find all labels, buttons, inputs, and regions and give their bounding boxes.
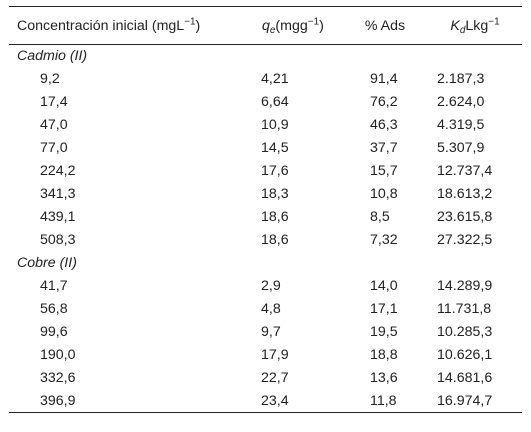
cell-percent-ads: 14,0 [370, 278, 398, 294]
cell-kd: 10.626,1 [437, 347, 493, 363]
cell-kd: 11.731,8 [437, 301, 492, 317]
cell-kd: 5.307,9 [437, 140, 485, 156]
table-row: 439,1 18,6 8,5 23.615,8 [9, 206, 522, 229]
table-row: 47,0 10,9 46,3 4.319,5 [9, 114, 522, 137]
table-row: 9,2 4,21 91,4 2.187,3 [9, 68, 522, 91]
table-row: 224,2 17,6 15,7 12.737,4 [9, 160, 522, 183]
group-label: Cobre (II) [17, 255, 77, 271]
cell-kd: 18.613,2 [437, 186, 493, 202]
group-header-row: Cobre (II) [9, 252, 522, 275]
cell-qe: 14,5 [261, 140, 289, 156]
cell-initial-concentration: 439,1 [40, 209, 76, 225]
cell-percent-ads: 17,1 [370, 301, 398, 317]
cell-kd: 14.289,9 [437, 278, 493, 294]
cell-percent-ads: 11,8 [342, 389, 428, 413]
cell-kd: 4.319,5 [437, 117, 485, 133]
cell-kd: 2.187,3 [437, 71, 485, 87]
table-row: 396,9 23,4 11,8 16.974,7 [9, 389, 522, 413]
table-row: 99,6 9,7 19,5 10.285,3 [9, 321, 522, 344]
cell-initial-concentration: 41,7 [40, 278, 68, 294]
table-row: 41,7 2,9 14,0 14.289,9 [9, 275, 522, 298]
table-row: 17,4 6,64 76,2 2.624,0 [9, 91, 522, 114]
cell-qe: 10,9 [261, 117, 289, 133]
cell-kd: 2.624,0 [437, 94, 485, 110]
cell-percent-ads: 15,7 [370, 163, 398, 179]
table-body: Cadmio (II) 9,2 4,21 91,4 2.187,3 17,4 6,64 76,… [9, 45, 522, 413]
cell-percent-ads: 19,5 [370, 324, 398, 340]
cell-qe: 18,6 [261, 209, 289, 225]
cell-qe: 22,7 [261, 370, 289, 386]
header-row: Concentración inicial (mgL−1) qe(mgg−1) … [9, 6, 522, 45]
group-label: Cadmio (II) [17, 48, 88, 65]
cell-percent-ads: 91,4 [370, 71, 398, 87]
cell-initial-concentration: 56,8 [40, 301, 68, 317]
cell-qe: 18,3 [261, 186, 289, 202]
cell-percent-ads: 18,8 [370, 347, 398, 363]
cell-qe: 23,4 [254, 389, 342, 413]
cell-initial-concentration: 508,3 [40, 232, 76, 248]
header-qe: qe(mgg−1) [254, 6, 342, 45]
cell-initial-concentration: 190,0 [40, 347, 76, 363]
header-percent-ads: % Ads [342, 6, 428, 45]
cell-kd: 12.737,4 [437, 163, 493, 179]
cell-kd: 23.615,8 [437, 209, 493, 225]
cell-percent-ads: 13,6 [370, 370, 398, 386]
cell-initial-concentration: 396,9 [9, 389, 254, 413]
cell-percent-ads: 7,32 [370, 232, 398, 248]
cell-kd: 27.322,5 [437, 232, 493, 248]
cell-kd: 16.974,7 [428, 389, 522, 413]
cell-qe: 4,21 [261, 71, 289, 87]
cell-qe: 17,9 [261, 347, 289, 363]
table-row: 332,6 22,7 13,6 14.681,6 [9, 367, 522, 390]
table-row: 77,0 14,5 37,7 5.307,9 [9, 137, 522, 160]
cell-initial-concentration: 341,3 [40, 186, 76, 202]
cell-initial-concentration: 224,2 [40, 163, 76, 179]
header-initial-concentration: Concentración inicial (mgL−1) [9, 6, 254, 45]
cell-qe: 17,6 [261, 163, 289, 179]
table-row: 341,3 18,3 10,8 18.613,2 [9, 183, 522, 206]
header-kd: KdLkg−1 [428, 6, 522, 45]
table-row: 56,8 4,8 17,1 11.731,8 [9, 298, 522, 321]
cell-initial-concentration: 77,0 [40, 140, 68, 156]
cell-initial-concentration: 99,6 [40, 324, 68, 340]
cell-percent-ads: 8,5 [370, 209, 390, 225]
table-row: 508,3 18,6 7,32 27.322,5 [9, 229, 522, 252]
cell-initial-concentration: 332,6 [40, 370, 76, 386]
cell-qe: 18,6 [261, 232, 289, 248]
cell-initial-concentration: 47,0 [40, 117, 68, 133]
cell-kd: 10.285,3 [437, 324, 493, 340]
group-header-row: Cadmio (II) [9, 45, 522, 68]
cell-qe: 2,9 [261, 278, 281, 294]
cell-qe: 4,8 [261, 301, 281, 317]
cell-initial-concentration: 9,2 [40, 71, 60, 87]
cell-qe: 9,7 [261, 324, 281, 340]
cell-kd: 14.681,6 [437, 370, 493, 386]
cell-qe: 6,64 [261, 94, 289, 110]
table-row: 190,0 17,9 18,8 10.626,1 [9, 344, 522, 367]
cell-percent-ads: 46,3 [370, 117, 398, 133]
cell-initial-concentration: 17,4 [40, 94, 68, 110]
adsorption-table: Concentración inicial (mgL−1) qe(mgg−1) … [9, 6, 522, 413]
cell-percent-ads: 37,7 [370, 140, 398, 156]
cell-percent-ads: 76,2 [370, 94, 398, 110]
cell-percent-ads: 10,8 [370, 186, 398, 202]
